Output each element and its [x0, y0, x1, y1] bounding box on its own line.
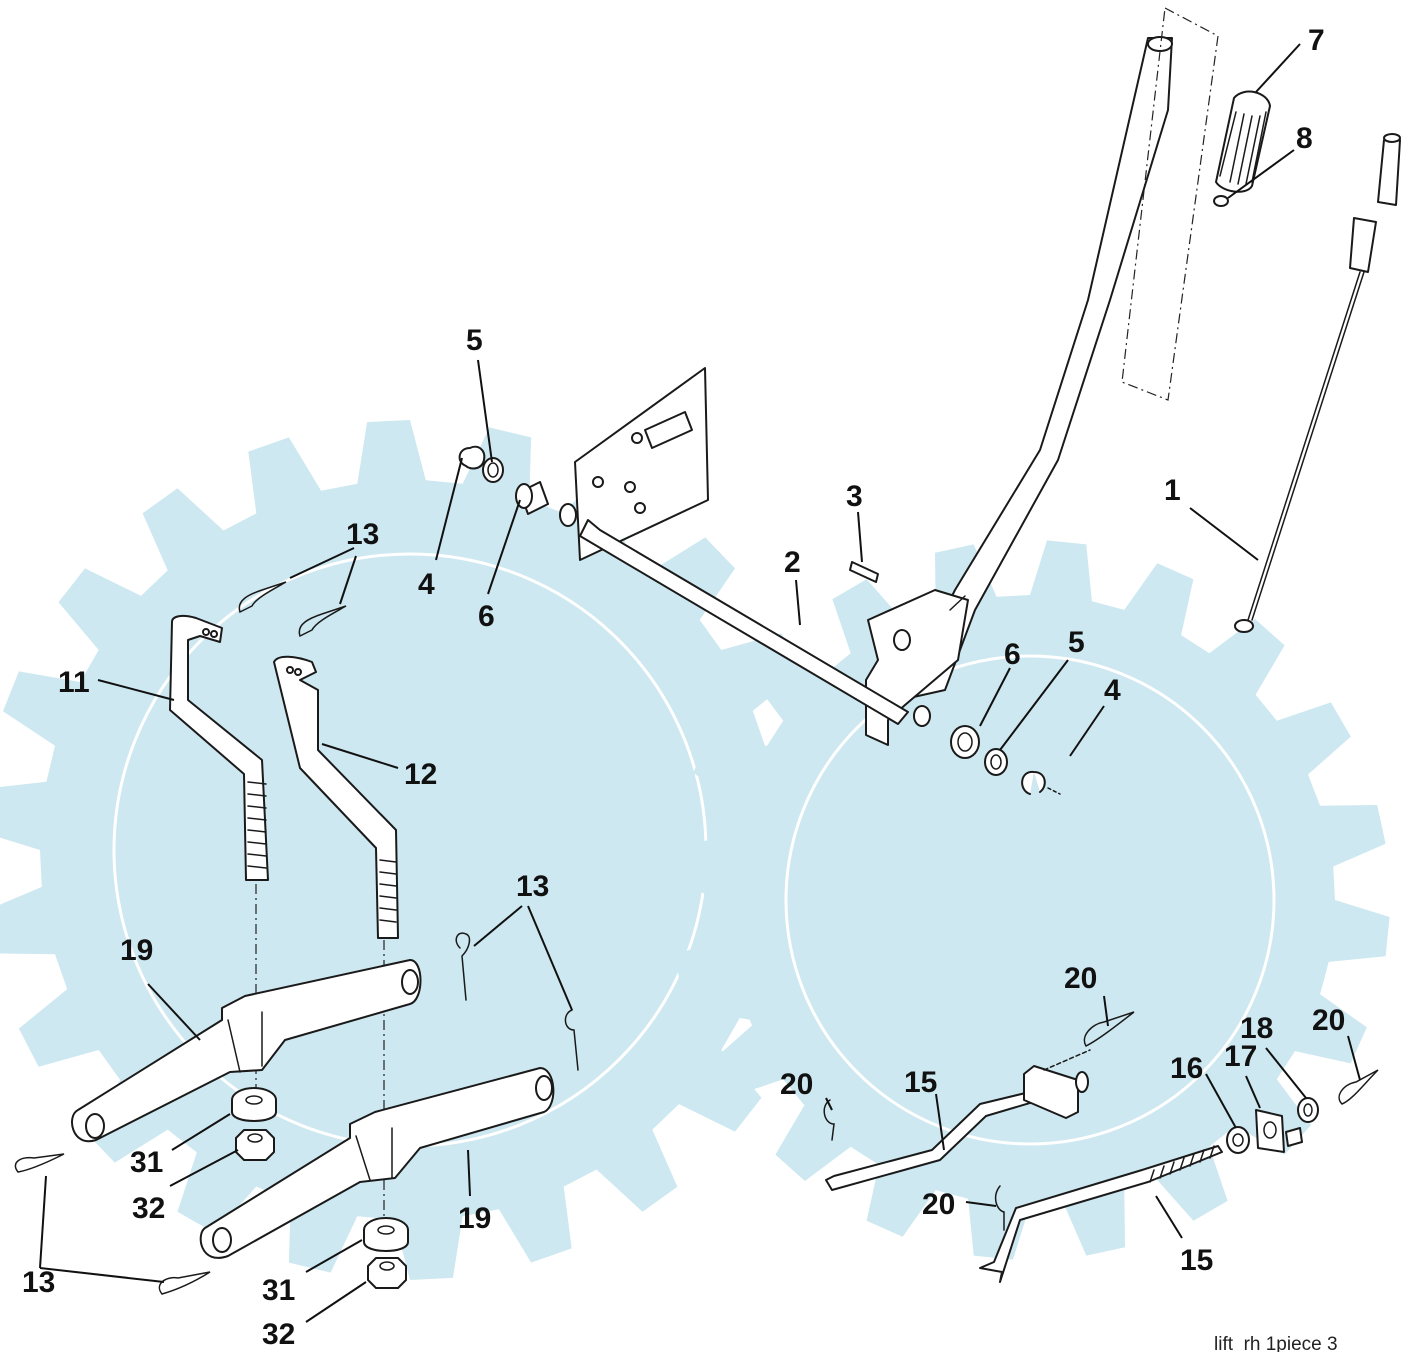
- callout-13-bottom: 13: [22, 1266, 55, 1299]
- callout-4-right: 4: [1104, 674, 1121, 707]
- hairpin-clips-20: [823, 1011, 1379, 1231]
- lift-link-11: [169, 614, 269, 881]
- shaft-hardware-right: [950, 725, 1061, 795]
- spacer-nut-left: [231, 1087, 277, 1161]
- callout-20-right: 20: [1312, 1004, 1345, 1037]
- hairpin-clips: [14, 581, 579, 1295]
- callout-5-left: 5: [466, 324, 483, 357]
- callout-19-lower: 19: [458, 1202, 491, 1235]
- lift-arm-lower: [199, 1067, 555, 1259]
- callout-18: 18: [1240, 1012, 1273, 1045]
- callout-1: 1: [1164, 474, 1181, 507]
- callout-12: 12: [404, 758, 437, 791]
- callout-15-lower: 15: [1180, 1244, 1213, 1277]
- figure-id: lift_rh 1piece 3: [1214, 1334, 1338, 1352]
- callout-16: 16: [1170, 1052, 1203, 1085]
- roll-pin: [849, 561, 879, 583]
- hand-grip: [1213, 90, 1271, 207]
- callout-2: 2: [784, 546, 801, 579]
- callout-15-upper: 15: [904, 1066, 937, 1099]
- mounting-plate: [574, 367, 709, 561]
- adjust-rod-lower: [979, 1145, 1223, 1283]
- adjust-rod-upper: [825, 1049, 1091, 1191]
- lift-link-12: [273, 655, 399, 939]
- watermark-logo: [0, 420, 1390, 1280]
- callout-17: 17: [1224, 1040, 1257, 1073]
- callout-6-right: 6: [1004, 638, 1021, 671]
- trunnion-hardware: [1226, 1097, 1319, 1154]
- callout-8: 8: [1296, 122, 1313, 155]
- callout-13-middle: 13: [516, 870, 549, 903]
- callout-6-left: 6: [478, 600, 495, 633]
- lift-arm-upper: [71, 959, 422, 1143]
- lift-shaft: [559, 503, 931, 727]
- callout-11: 11: [58, 666, 90, 699]
- callout-5-right: 5: [1068, 626, 1085, 659]
- callout-31-upper: 31: [130, 1146, 163, 1179]
- grip-outline: [1121, 7, 1219, 401]
- watermark-gear-ring: [784, 654, 1276, 1146]
- callout-3: 3: [846, 480, 863, 513]
- callout-31-lower: 31: [262, 1274, 295, 1307]
- callout-20-left: 20: [780, 1068, 813, 1101]
- callout-13-top: 13: [346, 518, 379, 551]
- callout-32-lower: 32: [262, 1318, 295, 1351]
- leader-lines: [39, 43, 1361, 1323]
- callout-20-middle: 20: [1064, 962, 1097, 995]
- spacer-nut-right: [363, 1217, 409, 1289]
- callout-7: 7: [1308, 24, 1325, 57]
- callout-4-left: 4: [418, 568, 435, 601]
- callout-19-upper: 19: [120, 934, 153, 967]
- spring-rod: [1234, 133, 1401, 633]
- callout-20-lower: 20: [922, 1188, 955, 1221]
- callout-32-upper: 32: [132, 1192, 165, 1225]
- callout-labels: 1 2 3 4 4 5 5 6 6 7 8 11 12 13 13 13 15 …: [22, 24, 1345, 1351]
